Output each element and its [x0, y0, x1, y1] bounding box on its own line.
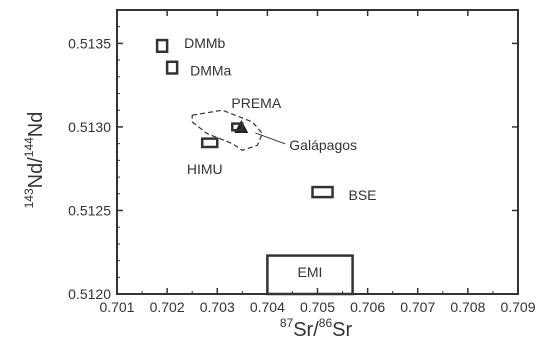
- y-axis-label: 143Nd/144Nd: [22, 112, 47, 209]
- reservoir-label-bse: BSE: [349, 187, 377, 203]
- x-axis-label: 87Sr/86Sr: [280, 316, 353, 341]
- y-axis-label-main2: Nd: [25, 112, 47, 138]
- reservoir-label-prema: PREMA: [231, 95, 281, 111]
- reservoir-label-dmmb: DMMb: [184, 35, 225, 51]
- y-axis-label-main1: Nd/: [25, 157, 47, 189]
- galapagos-leader: [255, 132, 286, 145]
- x-axis-label-main2: Sr: [332, 319, 352, 341]
- x-axis-label-sup1: 87: [280, 316, 294, 330]
- y-axis-label-sup2: 144: [22, 137, 36, 157]
- x-tick-label: 0.707: [400, 299, 435, 315]
- y-tick-label: 0.5130: [68, 119, 111, 135]
- reservoir-box-dmma: [165, 60, 179, 75]
- reservoir-box-dmmb: [155, 38, 169, 54]
- x-tick-label: 0.701: [99, 299, 134, 315]
- x-tick-label: 0.702: [150, 299, 185, 315]
- reservoir-label-himu: HIMU: [187, 161, 223, 177]
- x-tick-label: 0.703: [200, 299, 235, 315]
- galapagos-label: Galápagos: [289, 137, 357, 153]
- reservoir-label-dmma: DMMa: [190, 63, 231, 79]
- galapagos-field: [191, 109, 263, 151]
- y-tick-label: 0.5120: [68, 286, 111, 302]
- reservoir-box-himu: [200, 137, 219, 149]
- plot-area: [155, 38, 354, 296]
- x-axis-label-main1: Sr/: [293, 319, 319, 341]
- y-tick-label: 0.5125: [68, 202, 111, 218]
- x-axis-label-sup2: 86: [319, 316, 333, 330]
- reservoir-box-bse: [311, 185, 334, 199]
- x-tick-label: 0.708: [450, 299, 485, 315]
- reservoir-box-prema: [231, 122, 244, 132]
- x-tick-label: 0.704: [250, 299, 285, 315]
- y-axis-label-sup1: 143: [22, 188, 36, 208]
- axes: 0.701 0.702 0.703 0.704 0.705 0.706 0.707 0.708…: [68, 9, 536, 315]
- x-tick-label: 0.709: [500, 299, 535, 315]
- y-tick-label: 0.5135: [68, 35, 111, 51]
- x-tick-label: 0.706: [350, 299, 385, 315]
- reservoir-label-emi: EMI: [298, 264, 323, 280]
- x-tick-label: 0.705: [300, 299, 335, 315]
